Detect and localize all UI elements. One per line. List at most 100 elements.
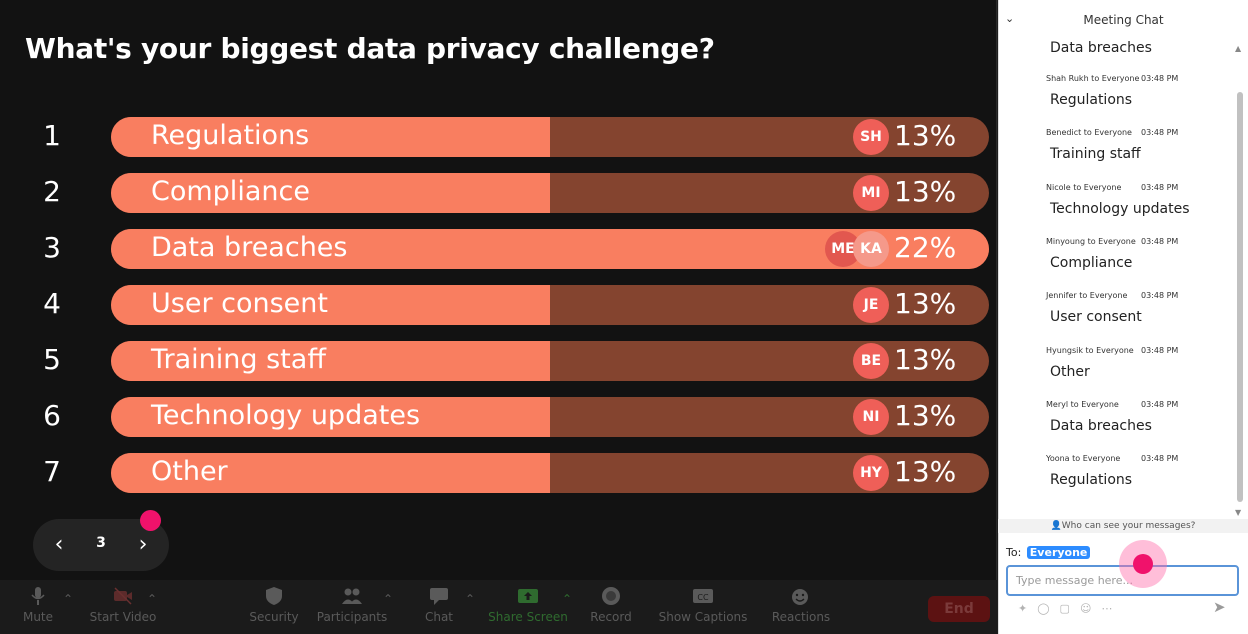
poll-question: What's your biggest data privacy challen… [25,32,715,65]
chat-message-text: Regulations [1050,472,1133,489]
chat-time: 03:48 PM [1141,182,1179,192]
show-captions-button[interactable]: CC Show Captions [656,586,750,624]
shield-icon [266,587,282,605]
voter-avatar: MI [853,175,889,211]
chat-time: 03:48 PM [1141,236,1179,246]
microphone-icon [31,587,45,605]
option-percent: 13% [894,455,957,488]
chat-time: 03:48 PM [1141,291,1179,301]
voter-avatar: KA [853,231,889,267]
voter-avatar: JE [853,287,889,323]
collapse-chevron-icon[interactable]: ⌄ [1005,12,1015,25]
chat-message-text: Data breaches [1050,417,1152,434]
mute-button[interactable]: Mute [20,586,56,624]
screenshot-icon[interactable]: ◯ [1037,602,1050,615]
option-percent: 13% [894,343,957,376]
chevron-right-icon[interactable]: › [138,532,148,557]
chat-message-text: User consent [1050,309,1142,326]
who-can-see-messages[interactable]: 👤Who can see your messages? [998,519,1248,533]
poll-option-6: 6 Technology updates 13% NI [0,397,997,437]
option-bar-fill [111,341,550,381]
chat-scrollbar[interactable] [1237,92,1243,502]
page-number: 3 [96,535,106,551]
scroll-down-icon[interactable]: ▼ [1235,508,1242,517]
option-bar [111,173,989,213]
mute-options-caret[interactable]: ⌃ [63,592,74,606]
chat-time: 03:48 PM [1141,399,1179,409]
option-number: 5 [43,343,61,376]
chat-message-text: Data breaches [1050,40,1152,56]
end-meeting-button[interactable]: End [928,596,990,622]
option-number: 1 [43,119,61,152]
start-video-button[interactable]: Start Video [88,586,158,624]
video-options-caret[interactable]: ⌃ [147,592,158,606]
chat-title: Meeting Chat [1083,13,1164,27]
share-options-caret[interactable]: ⌃ [562,592,573,606]
reactions-button[interactable]: Reactions [770,586,832,624]
option-bar-fill [111,173,550,213]
send-icon[interactable]: ➤ [1213,598,1226,616]
chat-time: 03:48 PM [1141,345,1179,355]
share-screen-label: Share Screen [488,610,568,624]
more-icon[interactable]: ⋯ [1101,602,1113,615]
chat-time: 03:48 PM [1141,74,1179,83]
option-label: Technology updates [151,400,421,431]
recipient-chip[interactable]: Everyone [1026,546,1091,559]
meeting-chat-panel: ⌄ Meeting Chat Data breaches Shah Rukh t… [998,0,1248,634]
meeting-toolbar: Mute ⌃ Start Video ⌃ Security Participan… [0,580,997,634]
chat-label: Chat [424,610,454,624]
chat-time: 03:48 PM [1141,454,1179,464]
poll-option-2: 2 Compliance 13% MI [0,173,997,213]
emoji-icon[interactable]: ☺ [1079,602,1092,615]
option-label: Training staff [151,344,326,375]
participants-label: Participants [316,610,388,624]
chat-message-input[interactable]: Type message here... [1006,565,1239,596]
security-button[interactable]: Security [248,586,300,624]
option-bar [111,341,989,381]
poll-option-4: 4 User consent 13% JE [0,285,997,325]
scroll-up-icon[interactable]: ▲ [1235,44,1242,53]
participants-button[interactable]: Participants [316,586,388,624]
voter-avatar: BE [853,343,889,379]
record-button[interactable]: Record [589,586,633,624]
option-label: Data breaches [151,232,348,263]
option-percent: 13% [894,119,957,152]
chat-message-text: Other [1050,363,1090,380]
show-captions-label: Show Captions [658,610,748,624]
option-bar-fill [111,397,550,437]
option-bar [111,285,989,325]
poll-option-3: 3 Data breaches 22% ME KA [0,229,997,269]
chat-sender: Meryl to Everyone [1046,399,1119,409]
format-icon[interactable]: ✦ [1018,602,1028,615]
option-bar [111,397,989,437]
option-bar-fill [111,453,550,493]
chat-message-text: Training staff [1050,146,1141,163]
notification-dot [140,510,161,531]
chat-button[interactable]: Chat [423,586,455,624]
record-label: Record [590,610,632,624]
option-number: 7 [43,455,61,488]
file-icon[interactable]: ▢ [1059,602,1070,615]
poll-option-5: 5 Training staff 13% BE [0,341,997,381]
who-can-see-text: Who can see your messages? [1061,521,1196,531]
reactions-label: Reactions [771,610,831,624]
option-label: Regulations [151,120,310,151]
chat-sender: Jennifer to Everyone [1046,291,1128,301]
chat-input-placeholder: Type message here... [1016,574,1133,587]
chevron-left-icon[interactable]: ‹ [54,532,64,557]
chat-recipient: To: Everyone [1006,546,1091,559]
poll-stage: What's your biggest data privacy challen… [0,0,997,580]
option-percent: 22% [894,231,957,264]
chat-options-caret[interactable]: ⌃ [465,592,476,606]
share-screen-button[interactable]: Share Screen [488,586,568,624]
captions-icon: CC [693,589,713,603]
chat-time: 03:48 PM [1141,128,1179,138]
option-percent: 13% [894,399,957,432]
chat-message-text: Technology updates [1050,200,1190,217]
option-bar-fill [111,285,550,325]
participants-options-caret[interactable]: ⌃ [383,592,394,606]
chat-sender: Minyoung to Everyone [1046,236,1136,246]
chat-input-tools: ✦ ◯ ▢ ☺ ⋯ [1018,602,1122,615]
option-number: 6 [43,399,61,432]
record-icon [602,587,620,605]
